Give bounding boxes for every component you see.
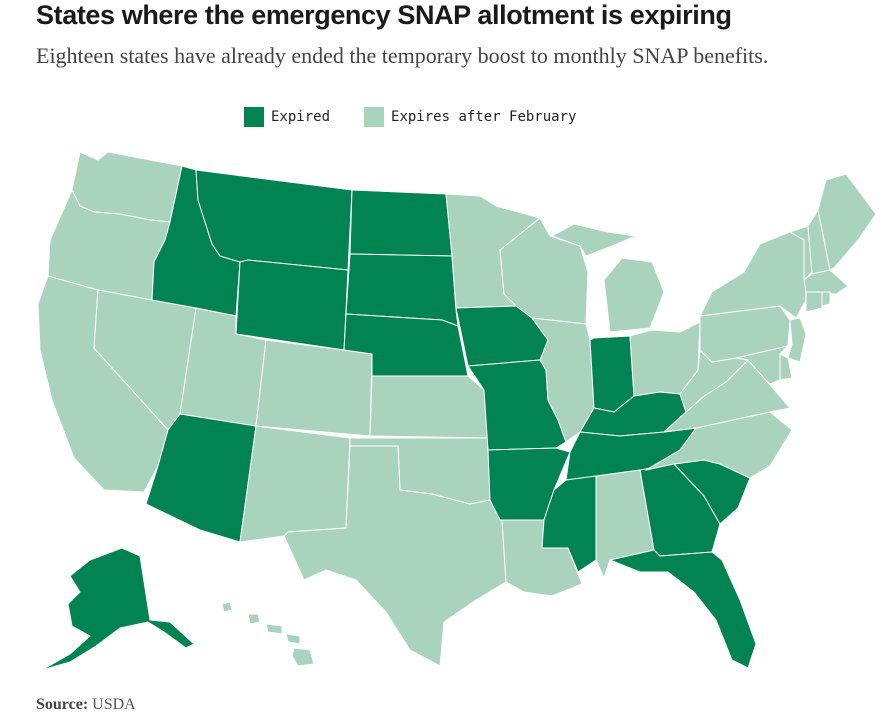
state-HI-4	[285, 633, 301, 645]
state-WI	[499, 217, 589, 325]
state-HI-3	[265, 623, 283, 635]
legend-swatch-expired	[244, 107, 264, 127]
state-RI	[821, 291, 831, 307]
state-HI-5	[291, 647, 315, 667]
state-VT	[789, 225, 813, 281]
legend-item-expired: Expired	[244, 107, 330, 127]
legend-item-expires-later: Expires after February	[364, 107, 576, 127]
legend: Expired Expires after February	[244, 107, 610, 127]
source-value: USDA	[92, 696, 136, 713]
state-HI-2	[247, 613, 261, 625]
legend-label-expired: Expired	[271, 109, 331, 125]
state-AK	[41, 547, 195, 671]
state-TX	[283, 445, 507, 667]
state-MI-upper	[551, 223, 637, 257]
state-WY	[235, 259, 349, 351]
state-ME	[817, 173, 877, 271]
legend-swatch-expires-later	[364, 107, 385, 127]
state-MD	[735, 345, 789, 385]
state-NJ	[787, 317, 807, 363]
state-NY	[699, 231, 807, 319]
state-MI	[603, 257, 665, 333]
state-CO	[255, 339, 373, 437]
state-FL	[609, 549, 757, 669]
state-HI-1	[221, 601, 233, 613]
chart-title: States where the emergency SNAP allotmen…	[36, 0, 732, 30]
state-ND	[349, 189, 453, 257]
state-CT	[805, 291, 823, 313]
state-IL	[531, 317, 595, 443]
legend-label-expires-later: Expires after February	[391, 109, 577, 125]
state-IN	[589, 335, 635, 413]
state-KS	[369, 375, 489, 439]
source-note: Source: USDA	[36, 696, 136, 714]
chart-subtitle: Eighteen states have already ended the t…	[36, 43, 769, 68]
state-NM	[239, 425, 351, 543]
source-label: Source:	[36, 696, 89, 713]
state-MT	[195, 169, 353, 271]
